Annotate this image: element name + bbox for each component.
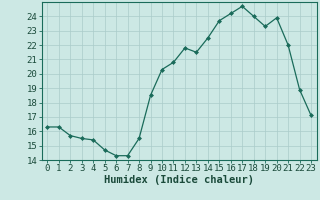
X-axis label: Humidex (Indice chaleur): Humidex (Indice chaleur): [104, 175, 254, 185]
